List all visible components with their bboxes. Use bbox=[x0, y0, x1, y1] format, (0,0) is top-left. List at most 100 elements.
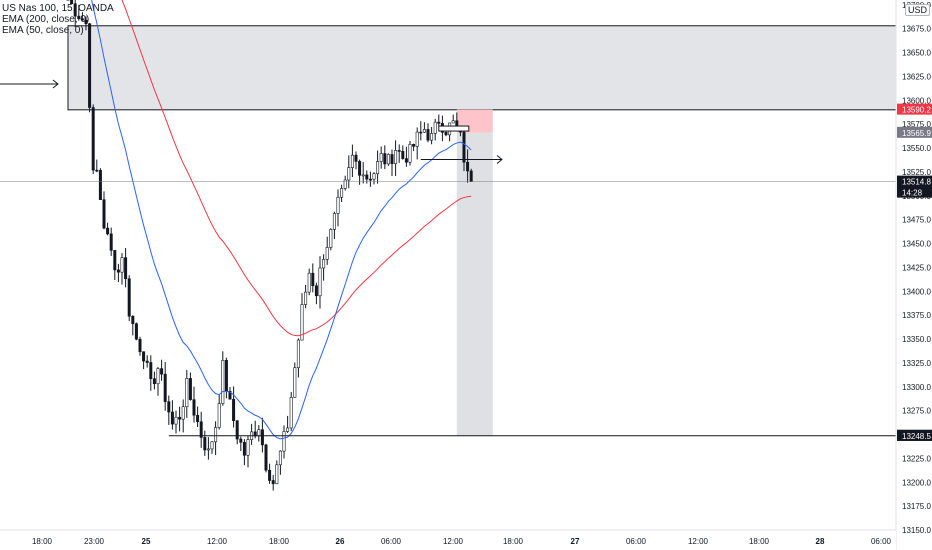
candle-body bbox=[329, 229, 333, 248]
candle-body bbox=[437, 121, 441, 124]
candle-body bbox=[178, 416, 182, 420]
candle-body bbox=[152, 378, 156, 385]
candle-body bbox=[131, 315, 135, 324]
candle-body bbox=[203, 437, 207, 451]
candle-body bbox=[462, 131, 466, 163]
candle-body bbox=[149, 362, 153, 379]
candle-body bbox=[419, 131, 423, 134]
candle-body bbox=[235, 420, 239, 440]
candle-body bbox=[98, 170, 102, 200]
candle-body bbox=[415, 131, 419, 147]
time-tick-label: 27 bbox=[571, 537, 580, 546]
candle-body bbox=[145, 360, 149, 363]
time-tick-label: 06:00 bbox=[626, 537, 647, 546]
candle-body bbox=[350, 154, 354, 168]
price-tick-label: 13400.0 bbox=[902, 287, 931, 296]
time-tick-label: 18:00 bbox=[32, 537, 53, 546]
time-tick-label: 12:00 bbox=[207, 537, 228, 546]
candle-body bbox=[120, 257, 124, 273]
candle-body bbox=[469, 170, 473, 182]
time-tick-label: 23:00 bbox=[84, 537, 105, 546]
ema200-legend[interactable]: EMA (200, close, 0) bbox=[2, 14, 90, 25]
candle-body bbox=[91, 107, 95, 171]
time-tick-label: 18:00 bbox=[749, 537, 770, 546]
candle-body bbox=[376, 161, 380, 175]
candle-body bbox=[239, 438, 243, 443]
candle-body bbox=[106, 227, 110, 235]
ema50-legend[interactable]: EMA (50, close, 0) bbox=[2, 25, 84, 36]
price-tick-label: 13425.0 bbox=[902, 263, 931, 272]
symbol-title[interactable]: US Nas 100, 15, OANDA bbox=[2, 3, 114, 14]
candle-body bbox=[264, 444, 268, 471]
candle-body bbox=[228, 390, 232, 400]
candle-body bbox=[368, 178, 372, 181]
candle-body bbox=[260, 429, 264, 446]
price-label: 13248.5 bbox=[902, 432, 931, 441]
candle-body bbox=[307, 272, 311, 293]
chart-zones bbox=[67, 25, 897, 436]
candle-body bbox=[242, 441, 246, 456]
candle-body bbox=[174, 416, 178, 425]
candle-body bbox=[127, 278, 131, 317]
candle-body bbox=[390, 154, 394, 164]
price-tick-label: 13625.0 bbox=[902, 72, 931, 81]
price-tick-label: 13225.0 bbox=[902, 454, 931, 463]
candle-body bbox=[70, 0, 74, 5]
candle-body bbox=[163, 373, 167, 402]
price-tick-label: 13525.0 bbox=[902, 168, 931, 177]
candle-body bbox=[77, 15, 81, 20]
price-label-bg bbox=[897, 175, 932, 198]
candle-body bbox=[372, 173, 376, 180]
candle-body bbox=[185, 378, 189, 408]
candle-body bbox=[386, 154, 390, 165]
resistance-zone bbox=[67, 25, 897, 111]
candle-body bbox=[340, 188, 344, 198]
currency-button[interactable]: USD bbox=[905, 4, 931, 16]
candle-body bbox=[318, 267, 322, 297]
drawn-box bbox=[438, 125, 470, 132]
time-axis-bg bbox=[0, 530, 896, 550]
right-arrow-head bbox=[496, 155, 503, 164]
price-tick-label: 13550.0 bbox=[902, 144, 931, 153]
price-tick-label: 13325.0 bbox=[902, 359, 931, 368]
candle-body bbox=[304, 291, 308, 305]
price-label: 13514.8 bbox=[902, 178, 931, 187]
candle-body bbox=[322, 259, 326, 269]
candle-body bbox=[408, 144, 412, 163]
candle-body bbox=[188, 378, 192, 400]
time-tick-label: 28 bbox=[816, 537, 825, 546]
candle-body bbox=[314, 285, 318, 297]
candle-body bbox=[160, 368, 164, 375]
time-axis[interactable]: 18:00 23:00 25 12:00 18:00 26 06:00 12:00 18:00 2… bbox=[0, 529, 896, 550]
candle-body bbox=[275, 464, 279, 485]
price-label-bg bbox=[897, 103, 932, 115]
candle-body bbox=[170, 411, 174, 425]
candle-body bbox=[383, 153, 387, 165]
candle-body bbox=[167, 401, 171, 413]
candle-body bbox=[332, 213, 336, 230]
candle-body bbox=[271, 480, 275, 485]
price-tick-label: 13650.0 bbox=[902, 49, 931, 58]
price-tick-label: 13450.0 bbox=[902, 240, 931, 249]
candle-body bbox=[361, 174, 365, 177]
candle-body bbox=[358, 161, 362, 176]
countdown-label: 14:28 bbox=[902, 189, 923, 198]
price-tick-label: 13300.0 bbox=[902, 383, 931, 392]
price-tick-label: 13575.0 bbox=[902, 120, 931, 129]
candle-body bbox=[325, 247, 329, 260]
candle-body bbox=[232, 398, 236, 421]
price-tick-label: 13350.0 bbox=[902, 335, 931, 344]
price-tick-label: 13375.0 bbox=[902, 311, 931, 320]
candle-body bbox=[268, 469, 272, 481]
candle-body bbox=[113, 250, 117, 271]
time-tick-label: 26 bbox=[336, 537, 345, 546]
candle-body bbox=[343, 179, 347, 189]
candle-body bbox=[422, 129, 426, 133]
price-tick-label: 13675.0 bbox=[902, 25, 931, 34]
candle-body bbox=[142, 351, 146, 362]
candle-body bbox=[430, 133, 434, 141]
candle-body bbox=[379, 153, 383, 162]
price-axis[interactable]: 13150.013175.013200.013225.013250.013275… bbox=[895, 0, 932, 550]
candle-body bbox=[282, 431, 286, 452]
